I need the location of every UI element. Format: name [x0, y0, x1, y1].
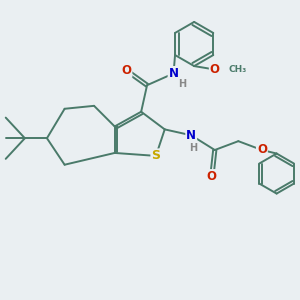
Text: O: O — [257, 143, 267, 157]
Text: H: H — [178, 79, 187, 89]
Text: S: S — [152, 149, 160, 162]
Text: H: H — [189, 142, 197, 153]
Text: N: N — [169, 67, 178, 80]
Text: CH₃: CH₃ — [228, 64, 246, 74]
Text: O: O — [122, 64, 131, 77]
Text: N: N — [186, 129, 196, 142]
Text: O: O — [207, 170, 217, 183]
Text: O: O — [210, 62, 220, 76]
